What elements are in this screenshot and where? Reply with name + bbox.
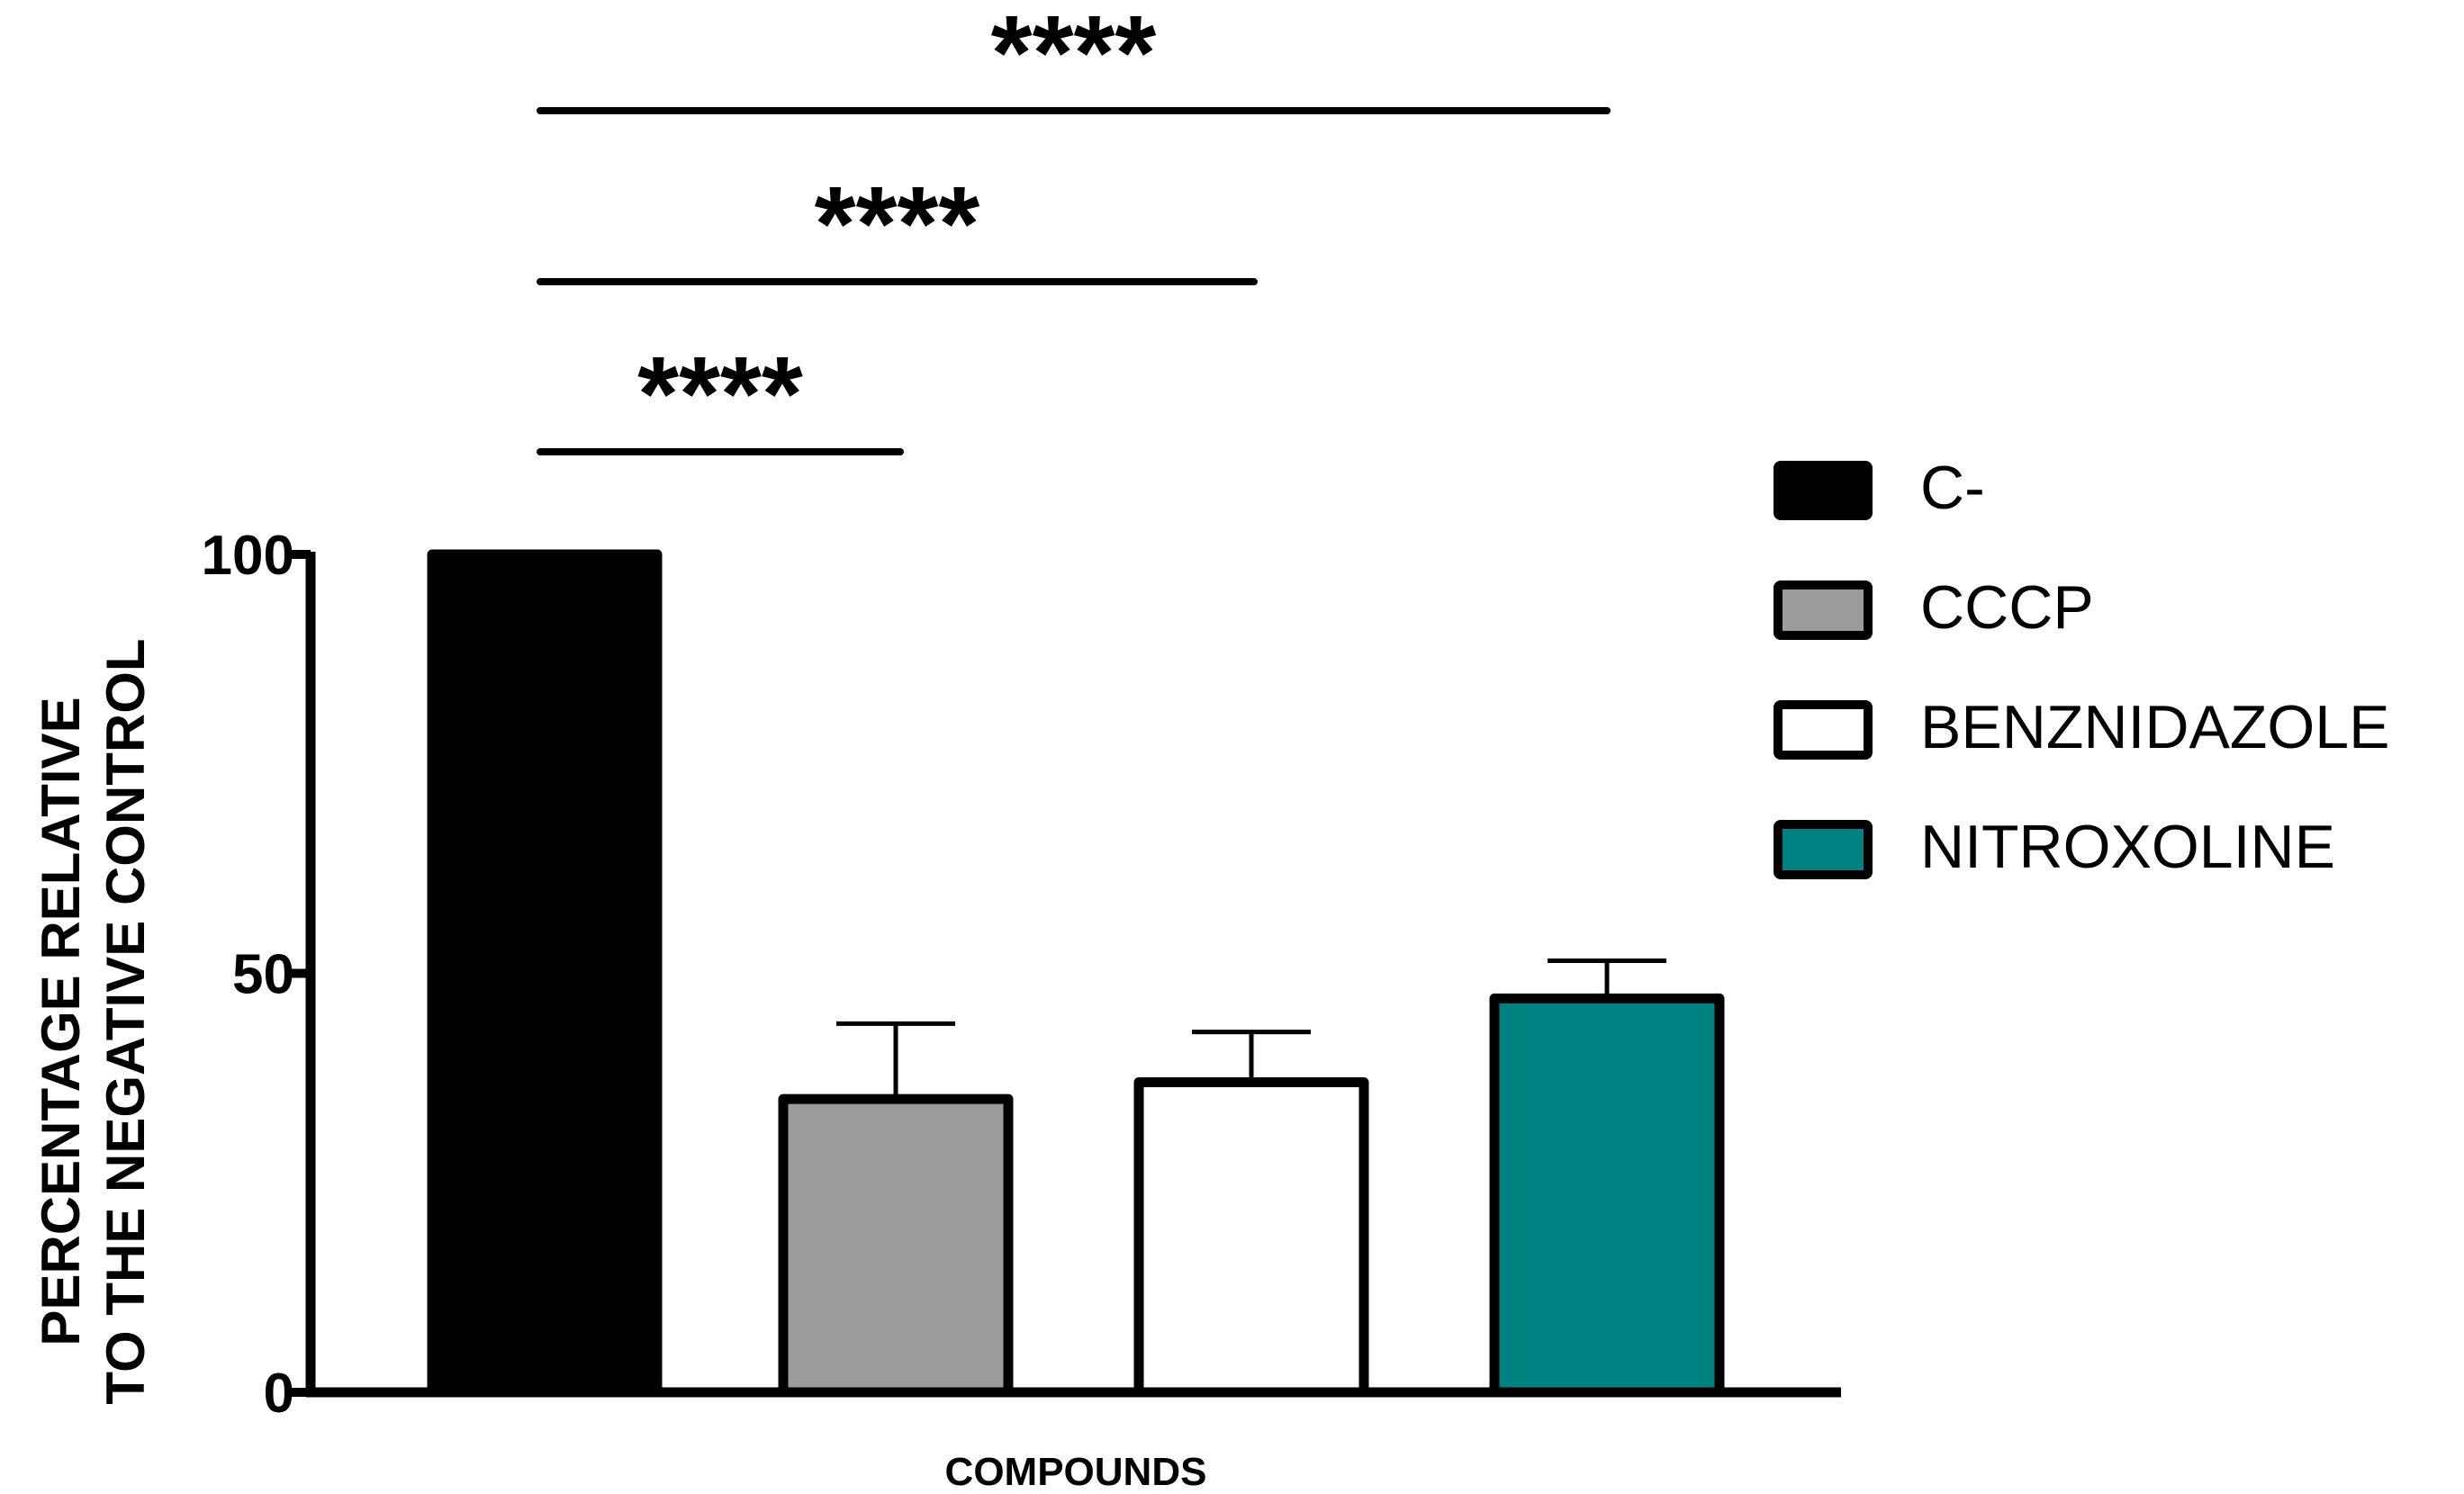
legend-swatch-3: [1774, 820, 1873, 879]
significance-brackets: ************: [537, 0, 1611, 455]
legend: C- CCCP BENZNIDAZOLE NITROXOLINE: [1774, 454, 2389, 881]
legend-label-2: BENZNIDAZOLE: [1920, 693, 2389, 761]
legend-swatch-1: [1774, 580, 1873, 640]
bar-c-: [427, 549, 663, 1398]
legend-label-3: NITROXOLINE: [1920, 813, 2335, 881]
y-axis-label-line2: TO THE NEGATIVE CONTROL: [95, 638, 156, 1404]
legend-label-1: CCCP: [1920, 573, 2094, 642]
bar-cccp: [778, 1094, 1014, 1398]
significance-label-2: ****: [991, 0, 1157, 112]
x-axis-label: COMPOUNDS: [945, 1450, 1207, 1494]
legend-swatch-0: [1774, 461, 1873, 520]
significance-label-0: ****: [637, 335, 803, 454]
y-tick-label-0: 0: [264, 1363, 294, 1425]
significance-label-1: ****: [815, 165, 980, 284]
legend-swatch-2: [1774, 700, 1873, 760]
y-tick-label-2: 100: [202, 525, 294, 587]
y-axis-label-line1: PERCENTAGE RELATIVE: [31, 697, 91, 1346]
bars: [427, 549, 1725, 1398]
bar-benznidazole: [1133, 1077, 1369, 1398]
y-tick-label-1: 50: [232, 944, 294, 1006]
legend-label-0: C-: [1920, 454, 1985, 522]
bar-nitroxoline: [1489, 993, 1725, 1398]
